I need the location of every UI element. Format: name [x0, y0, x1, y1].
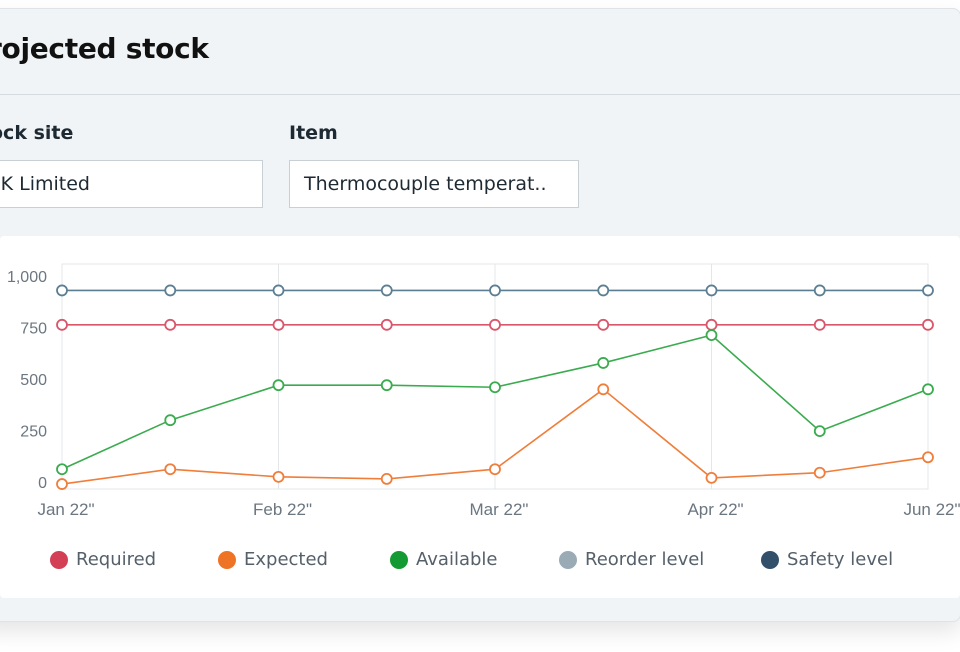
safety-data-point [164, 284, 177, 297]
safety-data-point [597, 284, 610, 297]
required-data-point [272, 318, 285, 331]
expected-data-point [272, 470, 285, 483]
stock-site-value: JK Limited [0, 173, 90, 195]
safety-data-point [489, 284, 501, 297]
stock-site-select[interactable]: JK Limited [0, 160, 263, 208]
available-data-point [380, 379, 393, 392]
available-data-point [272, 379, 285, 392]
legend-label: Required [76, 549, 157, 570]
required-data-point [164, 318, 177, 331]
x-tick-label: Jan 22" [37, 500, 94, 519]
safety-data-point [705, 284, 718, 297]
legend-label: Safety level [787, 549, 894, 570]
y-tick-label: 1,000 [7, 269, 47, 286]
expected-data-point [705, 471, 718, 484]
y-tick-label: 250 [20, 424, 47, 441]
available-data-point [813, 425, 826, 438]
available-data-point [705, 329, 718, 342]
legend-item-expected[interactable]: Expected [218, 549, 328, 570]
available-data-point [922, 383, 934, 396]
safety-data-point [56, 284, 68, 297]
legend-label: Expected [244, 549, 328, 570]
available-data-point [489, 381, 501, 394]
available-data-point [164, 414, 177, 427]
required-data-point [922, 318, 934, 331]
y-tick-label: 500 [20, 372, 47, 389]
expected-data-point [597, 383, 610, 396]
page-title: rojected stock [0, 32, 209, 65]
item-value: Thermocouple temperat.. [304, 173, 547, 195]
available-legend-dot [390, 550, 408, 569]
reorder-level-legend-dot [559, 550, 577, 569]
required-data-point [813, 318, 826, 331]
item-label: Item [289, 122, 338, 144]
available-data-point [597, 357, 610, 369]
safety-data-point [272, 284, 285, 297]
available-data-point [56, 463, 68, 476]
required-data-point [56, 318, 68, 331]
legend-label: Reorder level [585, 549, 705, 570]
x-tick-label: Apr 22" [687, 500, 743, 519]
x-tick-label: Jun 22" [903, 500, 960, 519]
legend-item-available[interactable]: Available [390, 549, 497, 570]
required-data-point [705, 318, 718, 331]
safety-data-point [922, 284, 934, 297]
expected-data-point [164, 463, 177, 476]
expected-data-point [489, 463, 501, 476]
expected-data-point [813, 466, 826, 479]
legend-item-reorder-level[interactable]: Reorder level [559, 549, 704, 570]
y-tick-label: 750 [20, 321, 47, 338]
legend-item-required[interactable]: Required [50, 549, 156, 570]
legend-label: Available [416, 549, 498, 570]
item-select[interactable]: Thermocouple temperat.. [289, 160, 579, 208]
expected-data-point [56, 478, 68, 490]
safety-level-legend-dot [761, 550, 779, 569]
safety-data-point [380, 284, 393, 297]
required-data-point [489, 318, 501, 331]
expected-data-point [380, 473, 393, 485]
legend-item-safety-level[interactable]: Safety level [761, 549, 893, 570]
required-data-point [597, 318, 610, 331]
expected-data-point [922, 451, 934, 464]
header-divider [0, 94, 960, 95]
x-tick-label: Mar 22" [470, 500, 529, 519]
required-legend-dot [50, 550, 68, 569]
expected-legend-dot [218, 550, 236, 569]
y-tick-label: 0 [38, 475, 47, 492]
stock-site-label: ock site [0, 122, 74, 144]
safety-data-point [813, 284, 826, 297]
chart-panel [0, 236, 960, 598]
x-tick-label: Feb 22" [253, 500, 312, 519]
required-data-point [380, 318, 393, 331]
